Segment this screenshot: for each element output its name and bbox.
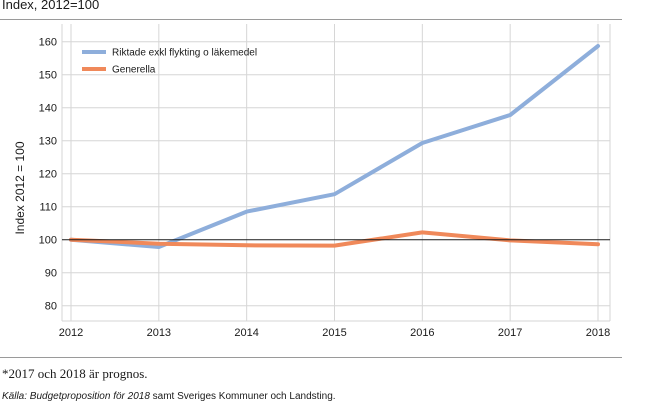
y-tick-label-80: 80 bbox=[45, 301, 57, 313]
x-tick-label-2014: 2014 bbox=[234, 327, 258, 339]
y-tick-label-150: 150 bbox=[39, 70, 57, 82]
top-divider bbox=[0, 19, 622, 20]
footnote: *2017 och 2018 är prognos. bbox=[2, 366, 148, 381]
y-axis-label: Index 2012 = 100 bbox=[13, 141, 27, 234]
source-note: Källa: Budgetproposition för 2018 samt S… bbox=[2, 391, 336, 402]
gridlines bbox=[61, 24, 611, 322]
bottom-divider bbox=[0, 357, 622, 358]
y-tick-label-90: 90 bbox=[45, 268, 57, 280]
legend: Riktade exkl flykting o läkemedel Generel… bbox=[82, 48, 257, 76]
x-tick-label-2015: 2015 bbox=[322, 327, 346, 339]
y-tick-label-140: 140 bbox=[39, 103, 57, 115]
y-tick-label-160: 160 bbox=[39, 37, 57, 49]
y-tick-label-120: 120 bbox=[39, 169, 57, 181]
y-tick-labels: 80 90 100 110 120 130 140 150 160 bbox=[39, 37, 57, 313]
y-tick-label-130: 130 bbox=[39, 136, 57, 148]
x-tick-label-2017: 2017 bbox=[498, 327, 522, 339]
x-tick-label-2016: 2016 bbox=[410, 327, 434, 339]
y-tick-label-100: 100 bbox=[39, 235, 57, 247]
x-tick-label-2012: 2012 bbox=[59, 327, 83, 339]
y-tick-label-110: 110 bbox=[39, 202, 57, 214]
series-lines bbox=[62, 44, 610, 249]
source-prefix: Källa: bbox=[2, 391, 28, 402]
x-tick-labels: 2012 2013 2014 2015 2016 2017 2018 bbox=[59, 327, 610, 339]
source-rest: samt Sveriges Kommuner och Landsting. bbox=[149, 391, 336, 402]
legend-label-riktade: Riktade exkl flykting o läkemedel bbox=[112, 48, 257, 59]
legend-label-generella: Generella bbox=[112, 65, 156, 76]
chart-title: Index, 2012=100 bbox=[2, 0, 100, 12]
x-tick-label-2013: 2013 bbox=[147, 327, 171, 339]
source-title: Budgetproposition för 2018 bbox=[29, 391, 150, 402]
x-tick-label-2018: 2018 bbox=[586, 327, 610, 339]
